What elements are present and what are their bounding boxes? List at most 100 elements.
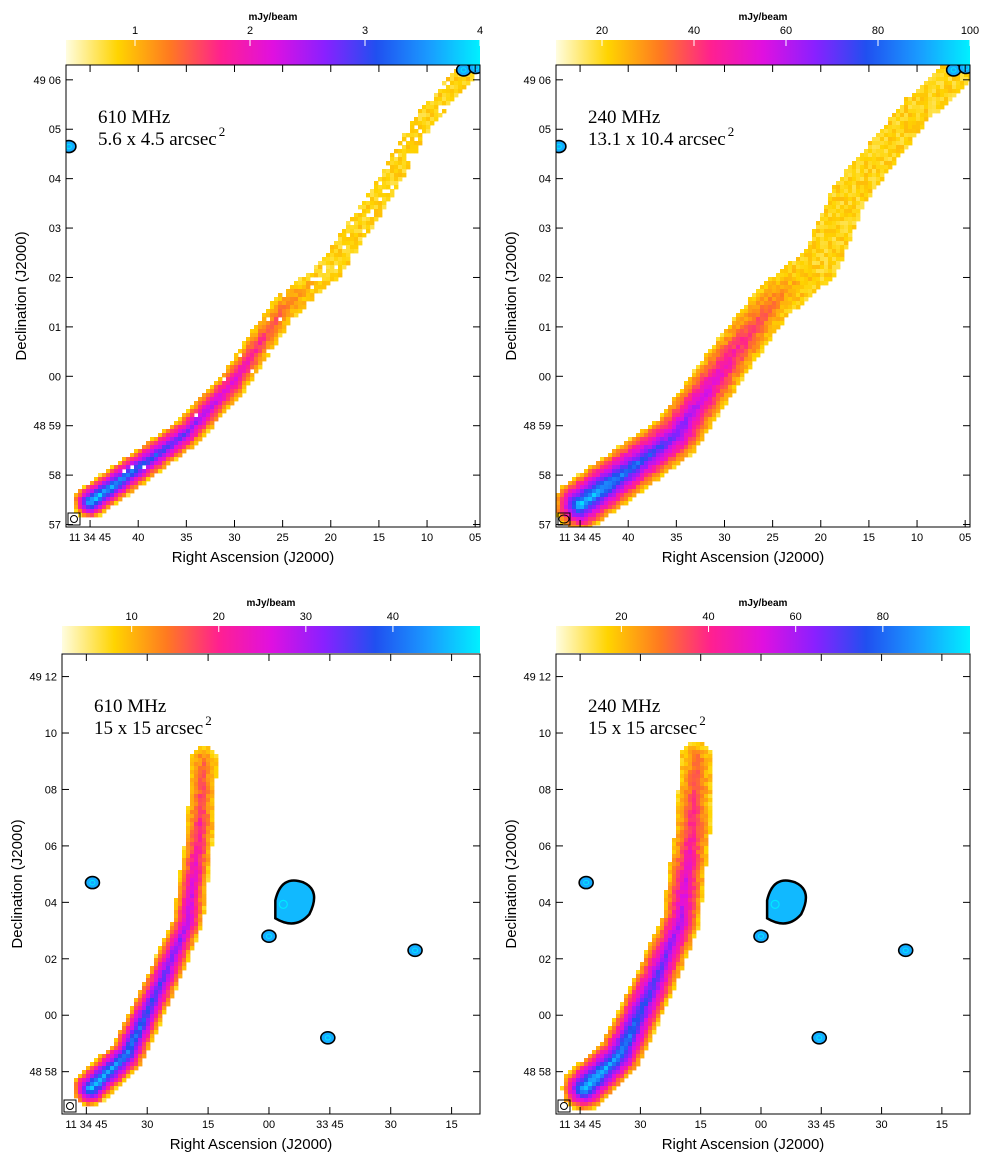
emission-pixel [836, 193, 841, 198]
emission-pixel [832, 237, 837, 242]
emission-pixel [692, 806, 697, 811]
emission-pixel [924, 113, 929, 118]
emission-pixel [676, 429, 681, 434]
emission-pixel [692, 393, 697, 398]
emission-pixel [402, 157, 407, 162]
emission-pixel [856, 181, 861, 186]
emission-pixel [182, 846, 187, 851]
emission-pixel [808, 281, 813, 286]
emission-pixel [262, 357, 267, 362]
emission-pixel [636, 481, 641, 486]
emission-pixel [864, 181, 869, 186]
emission-pixel [226, 369, 231, 374]
emission-pixel [612, 1050, 617, 1055]
emission-pixel [660, 437, 665, 442]
emission-pixel [102, 1054, 107, 1059]
emission-pixel [206, 858, 211, 863]
emission-pixel [194, 790, 199, 795]
emission-pixel [832, 201, 837, 206]
emission-pixel [90, 509, 95, 514]
emission-pixel [588, 1090, 593, 1095]
emission-pixel [414, 141, 419, 146]
emission-pixel [728, 373, 733, 378]
emission-pixel [454, 85, 459, 90]
emission-pixel [696, 397, 701, 402]
emission-pixel [170, 926, 175, 931]
emission-pixel [138, 461, 143, 466]
emission-pixel [660, 469, 665, 474]
emission-pixel [816, 261, 821, 266]
emission-pixel [370, 189, 375, 194]
emission-pixel [848, 197, 853, 202]
emission-pixel [572, 1082, 577, 1087]
emission-pixel [170, 978, 175, 983]
emission-pixel [186, 886, 191, 891]
emission-pixel [214, 774, 219, 779]
emission-pixel [676, 846, 681, 851]
emission-pixel [672, 966, 677, 971]
emission-pixel [684, 778, 689, 783]
colorbar-tick-label: 4 [477, 25, 483, 37]
emission-pixel [732, 377, 737, 382]
emission-pixel [704, 794, 709, 799]
emission-pixel [584, 1082, 589, 1087]
emission-pixel [708, 754, 713, 759]
emission-pixel [664, 990, 669, 995]
emission-pixel [118, 1030, 123, 1035]
emission-pixel [684, 746, 689, 751]
emission-pixel [932, 101, 937, 106]
emission-pixel [632, 1038, 637, 1043]
colorbar-tick-label: 30 [300, 611, 312, 623]
emission-pixel [924, 81, 929, 86]
emission-pixel [804, 257, 809, 262]
emission-pixel [190, 754, 195, 759]
emission-pixel [660, 413, 665, 418]
emission-pixel [604, 473, 609, 478]
emission-pixel [708, 806, 713, 811]
emission-pixel [700, 746, 705, 751]
emission-pixel [800, 289, 805, 294]
emission-pixel [246, 369, 251, 374]
emission-pixel [608, 509, 613, 514]
emission-pixel [716, 413, 721, 418]
emission-pixel [724, 329, 729, 334]
emission-pixel [708, 762, 713, 767]
emission-pixel [206, 762, 211, 767]
emission-pixel [664, 930, 669, 935]
emission-pixel [840, 205, 845, 210]
emission-pixel [840, 221, 845, 226]
emission-pixel [246, 337, 251, 342]
emission-pixel [572, 1098, 577, 1103]
emission-pixel [572, 1102, 577, 1107]
emission-pixel [696, 429, 701, 434]
emission-pixel [576, 1082, 581, 1087]
emission-pixel [82, 1090, 87, 1095]
emission-pixel [636, 461, 641, 466]
emission-pixel [676, 862, 681, 867]
emission-pixel [194, 818, 199, 823]
emission-pixel [238, 357, 243, 362]
emission-pixel [182, 938, 187, 943]
emission-pixel [864, 149, 869, 154]
emission-pixel [262, 321, 267, 326]
emission-pixel [676, 433, 681, 438]
emission-pixel [872, 169, 877, 174]
emission-pixel [700, 766, 705, 771]
emission-pixel [696, 762, 701, 767]
emission-pixel [114, 493, 119, 498]
emission-pixel [664, 942, 669, 947]
emission-pixel [130, 1018, 135, 1023]
emission-pixel [772, 317, 777, 322]
emission-pixel [636, 485, 641, 490]
emission-pixel [728, 365, 733, 370]
emission-pixel [206, 850, 211, 855]
emission-pixel [832, 257, 837, 262]
emission-pixel [660, 421, 665, 426]
emission-pixel [394, 161, 399, 166]
emission-pixel [832, 261, 837, 266]
emission-pixel [270, 337, 275, 342]
emission-pixel [824, 241, 829, 246]
emission-pixel [920, 113, 925, 118]
emission-pixel [696, 874, 701, 879]
